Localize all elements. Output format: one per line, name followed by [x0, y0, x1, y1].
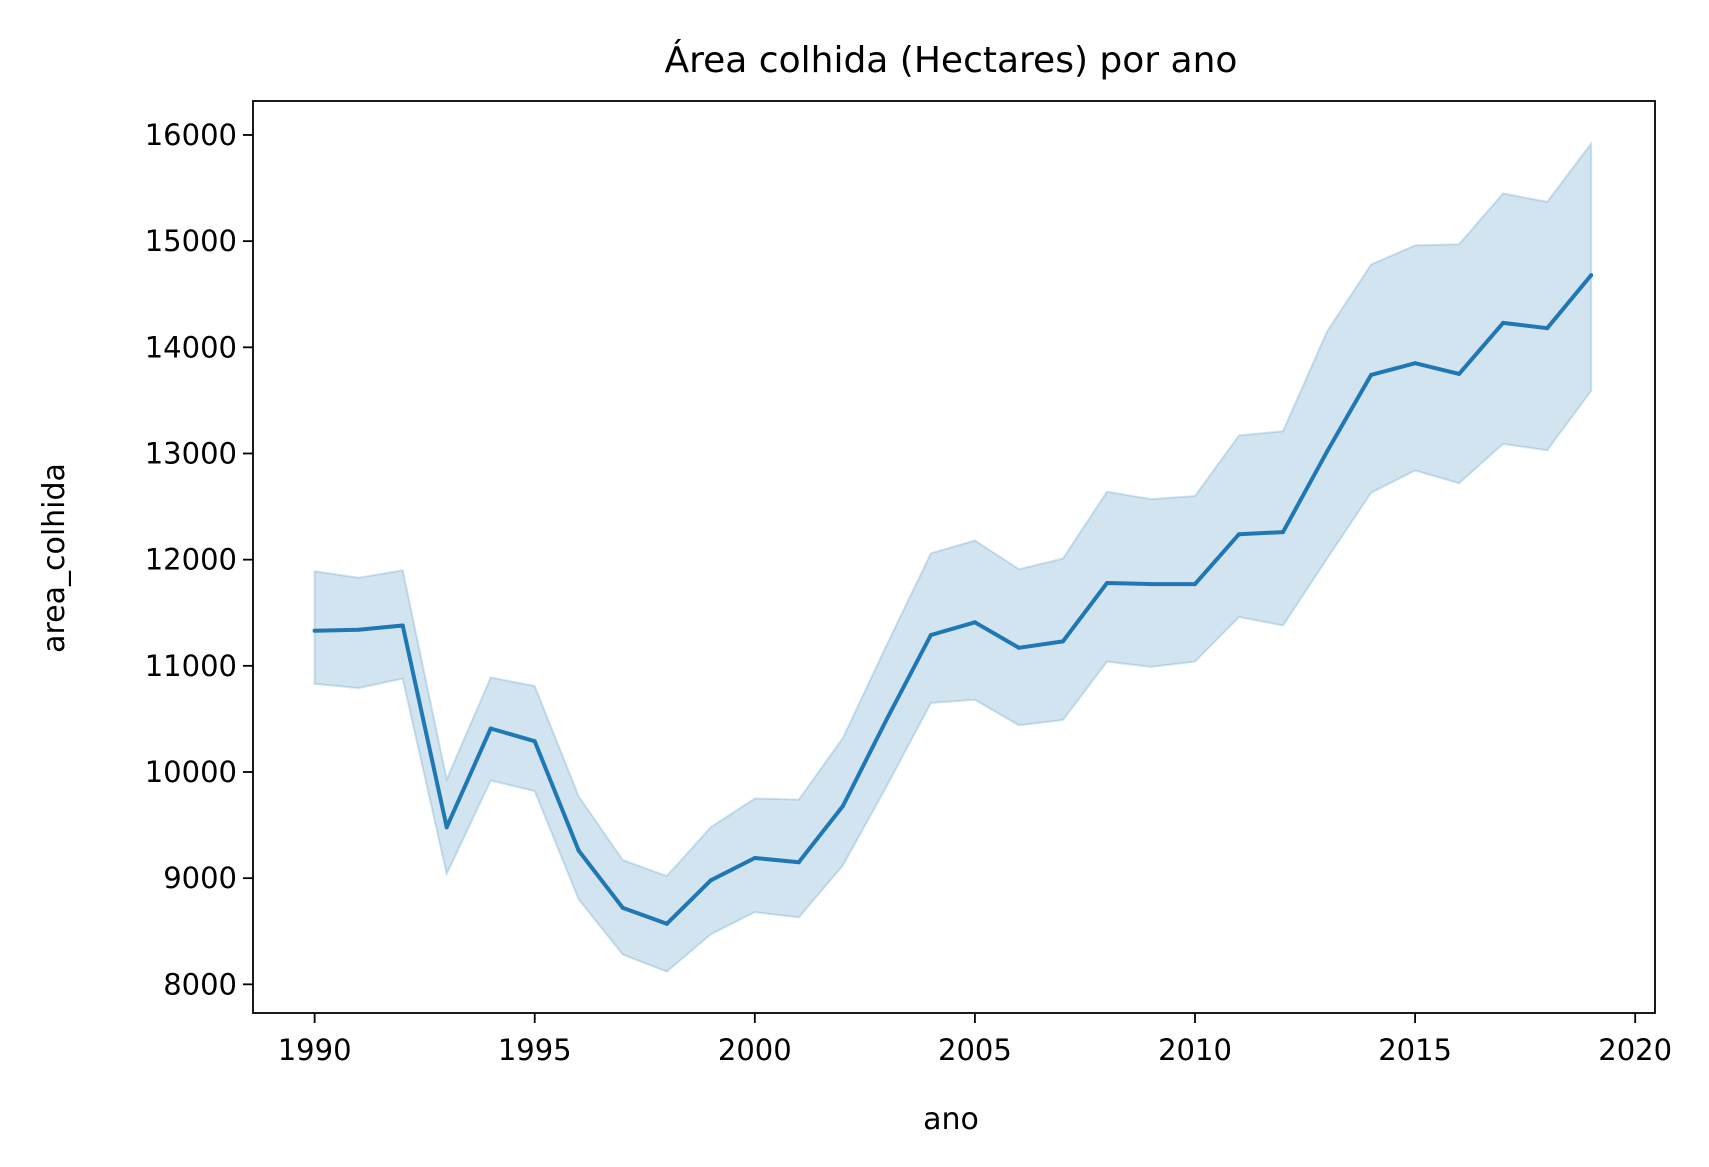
y-tick-label: 16000	[145, 118, 237, 152]
data-point	[576, 848, 581, 853]
x-tick-label: 1995	[498, 1033, 572, 1067]
data-point	[356, 627, 361, 632]
chart-title: Área colhida (Hectares) por ano	[665, 39, 1238, 81]
y-tick-label: 13000	[145, 436, 237, 470]
data-point	[884, 716, 889, 721]
data-point	[1060, 639, 1065, 644]
data-point	[1016, 645, 1021, 650]
data-point	[1501, 320, 1506, 325]
x-tick-label: 2010	[1158, 1033, 1232, 1067]
data-point	[664, 921, 669, 926]
y-axis-label: area_colhida	[37, 463, 72, 653]
data-point	[1325, 449, 1330, 454]
y-tick-label: 15000	[145, 224, 237, 258]
y-tick-label: 9000	[163, 861, 237, 895]
data-point	[488, 726, 493, 731]
x-axis: 1990 1995 2000 2005 2010 2015 2020	[278, 1013, 1672, 1067]
y-tick-label: 8000	[163, 967, 237, 1001]
data-point	[1193, 582, 1197, 587]
data-point	[1413, 361, 1418, 366]
data-point	[708, 878, 713, 883]
data-point	[444, 825, 449, 830]
plot-area	[312, 140, 1594, 973]
data-point	[1457, 371, 1462, 376]
data-point	[1281, 530, 1285, 535]
y-tick-label: 10000	[145, 755, 237, 789]
data-point	[1545, 326, 1550, 331]
x-axis-label: ano	[923, 1102, 979, 1137]
y-tick-label: 11000	[145, 649, 237, 683]
data-point	[840, 804, 845, 808]
axes-frame	[252, 100, 1656, 1014]
data-point	[1105, 581, 1109, 585]
x-tick-label: 2015	[1378, 1033, 1452, 1067]
x-tick-label: 1990	[278, 1033, 352, 1067]
y-axis: 8000 9000 10000 11000 12000 13000 14000 15000 16…	[145, 118, 253, 1001]
data-point	[620, 905, 625, 910]
confidence-band	[313, 140, 1593, 973]
y-tick-label: 12000	[145, 543, 237, 577]
x-tick-label: 2000	[718, 1033, 792, 1067]
data-point	[532, 739, 537, 744]
x-tick-label: 2020	[1598, 1033, 1672, 1067]
data-point	[752, 856, 757, 860]
data-point	[928, 633, 933, 637]
series-line	[314, 273, 1593, 926]
data-point	[796, 860, 801, 865]
data-point	[400, 623, 405, 628]
y-tick-label: 14000	[145, 330, 237, 364]
data-point	[1149, 582, 1153, 587]
data-point	[1369, 372, 1374, 377]
data-point	[1237, 532, 1241, 537]
x-tick-label: 2005	[938, 1033, 1012, 1067]
data-point	[312, 628, 317, 633]
data-point	[1589, 273, 1594, 278]
data-point	[972, 620, 977, 625]
